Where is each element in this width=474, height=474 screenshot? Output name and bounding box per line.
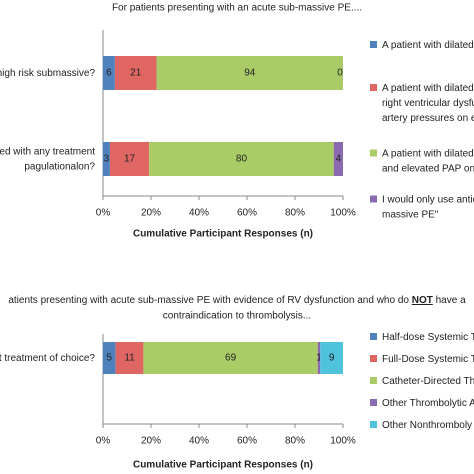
value-label: 4 xyxy=(336,154,342,165)
bar-segment xyxy=(156,56,343,90)
x-tick-label: 60% xyxy=(237,208,257,219)
chart-title-line: contraindication to thrombolysis... xyxy=(163,311,311,322)
legend-swatch xyxy=(370,84,377,91)
value-label: 80 xyxy=(236,154,248,165)
x-tick-label: 80% xyxy=(285,436,305,447)
legend-label: A patient with dilated xyxy=(382,40,474,51)
title-part: atients presenting with acute sub-massiv… xyxy=(8,295,411,306)
category-label: ed with any treatment pagulationalon? xyxy=(0,146,95,172)
legend-swatch xyxy=(370,195,377,203)
value-label: 6 xyxy=(106,68,112,79)
bar-segment xyxy=(103,342,116,374)
value-label: 9 xyxy=(329,353,335,364)
bar-segment xyxy=(333,142,343,176)
legend-swatch xyxy=(370,333,377,340)
x-tick-label: 20% xyxy=(141,208,161,219)
chart-title: atients presenting with acute sub-massiv… xyxy=(8,295,466,306)
bar-segment xyxy=(320,342,343,374)
legend-swatch xyxy=(370,149,377,157)
value-label: 5 xyxy=(107,353,113,364)
legend-swatch xyxy=(370,41,377,48)
value-label: 94 xyxy=(244,68,256,79)
value-label: 17 xyxy=(124,154,136,165)
bar-segment xyxy=(317,342,321,374)
category-label: t treatment of choice? xyxy=(0,353,95,364)
x-tick-label: 0% xyxy=(96,208,111,219)
value-label: 1 xyxy=(316,353,322,364)
x-axis-label: Cumulative Participant Responses (n) xyxy=(133,460,313,471)
value-label: 69 xyxy=(225,353,237,364)
x-tick-label: 60% xyxy=(237,436,257,447)
x-tick-label: 0% xyxy=(96,436,111,447)
value-label: 3 xyxy=(104,154,110,165)
value-label: 21 xyxy=(130,68,142,79)
legend-swatch xyxy=(370,399,377,406)
legend-label: Catheter-Directed Th xyxy=(382,376,474,387)
legend-swatch xyxy=(370,421,377,428)
bar-segment xyxy=(149,142,334,176)
x-tick-label: 40% xyxy=(189,208,209,219)
category-label: high risk submassive? xyxy=(0,68,95,79)
bar-segment xyxy=(114,56,157,90)
title-part: have a xyxy=(433,295,466,306)
x-tick-label: 100% xyxy=(330,208,356,219)
x-tick-label: 20% xyxy=(141,436,161,447)
legend-label: I would only use antic massive PE" xyxy=(382,194,474,220)
bar-segment xyxy=(143,342,318,374)
x-tick-label: 40% xyxy=(189,436,209,447)
x-tick-label: 100% xyxy=(330,436,356,447)
legend-label: Full-Dose Systemic Th xyxy=(382,354,474,365)
chart-title: For patients presenting with an acute su… xyxy=(112,3,362,14)
bar-segment xyxy=(109,142,150,176)
title-part: NOT xyxy=(412,295,433,306)
value-label: 11 xyxy=(124,353,135,364)
bar-segment xyxy=(103,142,110,176)
bar-segment xyxy=(103,56,115,90)
legend-swatch xyxy=(370,355,377,362)
legend-swatch xyxy=(370,377,377,384)
legend-label: Other Thrombolytic A xyxy=(382,398,474,409)
legend-label: Half-dose Systemic Th xyxy=(382,332,474,343)
value-label: 0 xyxy=(337,68,343,79)
legend-label: Other Nonthromboly xyxy=(382,420,472,431)
x-axis-label: Cumulative Participant Responses (n) xyxy=(133,229,313,240)
x-tick-label: 80% xyxy=(285,208,305,219)
legend-label: A patient with dilated right ventricular … xyxy=(382,83,474,124)
legend-label: A patient with dilated and elevated PAP o… xyxy=(382,148,474,174)
bar-segment xyxy=(115,342,144,374)
